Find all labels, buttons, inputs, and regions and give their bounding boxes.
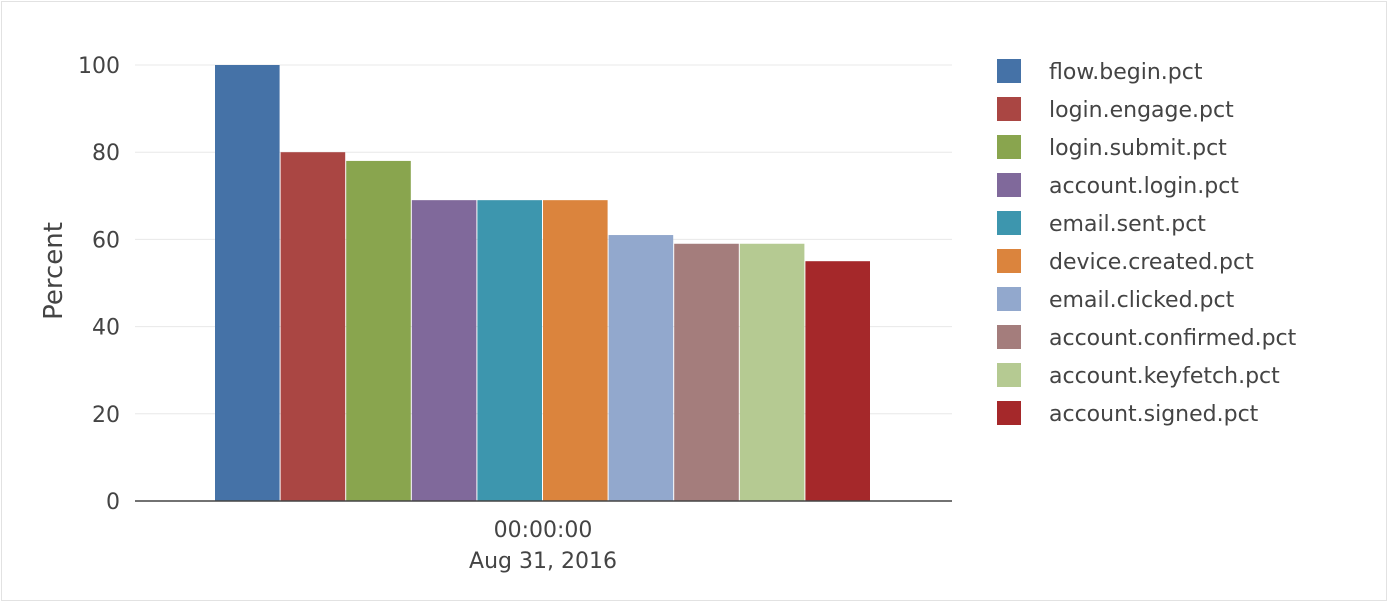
legend-item[interactable]: email.clicked.pct — [997, 287, 1235, 313]
y-axis-title: Percent — [39, 222, 69, 320]
legend-item[interactable]: email.sent.pct — [997, 211, 1206, 237]
legend-swatch — [997, 249, 1021, 273]
legend-item[interactable]: account.login.pct — [997, 173, 1239, 199]
legend-label: login.submit.pct — [1049, 136, 1227, 161]
bar-account-keyfetch-pct[interactable] — [739, 243, 805, 501]
bar-account-signed-pct[interactable] — [805, 261, 870, 501]
legend-item[interactable]: account.confirmed.pct — [997, 325, 1297, 351]
legend-label: flow.begin.pct — [1049, 60, 1203, 85]
legend-item[interactable]: account.keyfetch.pct — [997, 363, 1280, 389]
bar-flow-begin-pct[interactable] — [215, 65, 280, 501]
bar-login-engage-pct[interactable] — [280, 152, 346, 501]
legend-item[interactable]: login.engage.pct — [997, 97, 1234, 123]
legend-swatch — [997, 287, 1021, 311]
x-tick-label: Aug 31, 2016 — [469, 549, 617, 574]
y-tick-label: 60 — [92, 228, 120, 253]
legend-swatch — [997, 325, 1021, 349]
bar-email-clicked-pct[interactable] — [608, 235, 674, 502]
legend-item[interactable]: account.signed.pct — [997, 401, 1259, 427]
x-tick-labels: 00:00:00 Aug 31, 2016 — [469, 518, 617, 574]
y-tick-label: 40 — [92, 316, 120, 341]
legend-swatch — [997, 401, 1021, 425]
legend-label: device.created.pct — [1049, 250, 1254, 275]
legend-swatch — [997, 173, 1021, 197]
bars — [215, 65, 870, 502]
y-tick-label: 100 — [78, 54, 120, 79]
bar-login-submit-pct[interactable] — [346, 160, 411, 502]
legend-swatch — [997, 363, 1021, 387]
bar-account-confirmed-pct[interactable] — [674, 243, 739, 501]
y-tick-label: 80 — [92, 141, 120, 166]
legend-label: email.sent.pct — [1049, 212, 1206, 237]
y-tick-label: 0 — [106, 490, 120, 515]
bar-device-created-pct[interactable] — [543, 200, 608, 501]
y-tick-labels: 0 20 40 60 80 100 — [78, 54, 120, 515]
legend-label: account.keyfetch.pct — [1049, 364, 1280, 389]
y-tick-label: 20 — [92, 403, 120, 428]
legend-swatch — [997, 211, 1021, 235]
legend: flow.begin.pct login.engage.pct login.subm… — [997, 59, 1297, 427]
legend-label: account.confirmed.pct — [1049, 326, 1297, 351]
bar-email-sent-pct[interactable] — [477, 200, 542, 501]
legend-label: email.clicked.pct — [1049, 288, 1235, 313]
legend-label: account.login.pct — [1049, 174, 1239, 199]
bar-account-login-pct[interactable] — [411, 200, 477, 501]
legend-item[interactable]: login.submit.pct — [997, 135, 1227, 161]
legend-item[interactable]: device.created.pct — [997, 249, 1254, 275]
legend-swatch — [997, 59, 1021, 83]
legend-label: account.signed.pct — [1049, 402, 1259, 427]
legend-swatch — [997, 135, 1021, 159]
legend-item[interactable]: flow.begin.pct — [997, 59, 1203, 85]
legend-label: login.engage.pct — [1049, 98, 1234, 123]
legend-swatch — [997, 97, 1021, 121]
x-tick-label: 00:00:00 — [494, 518, 593, 543]
